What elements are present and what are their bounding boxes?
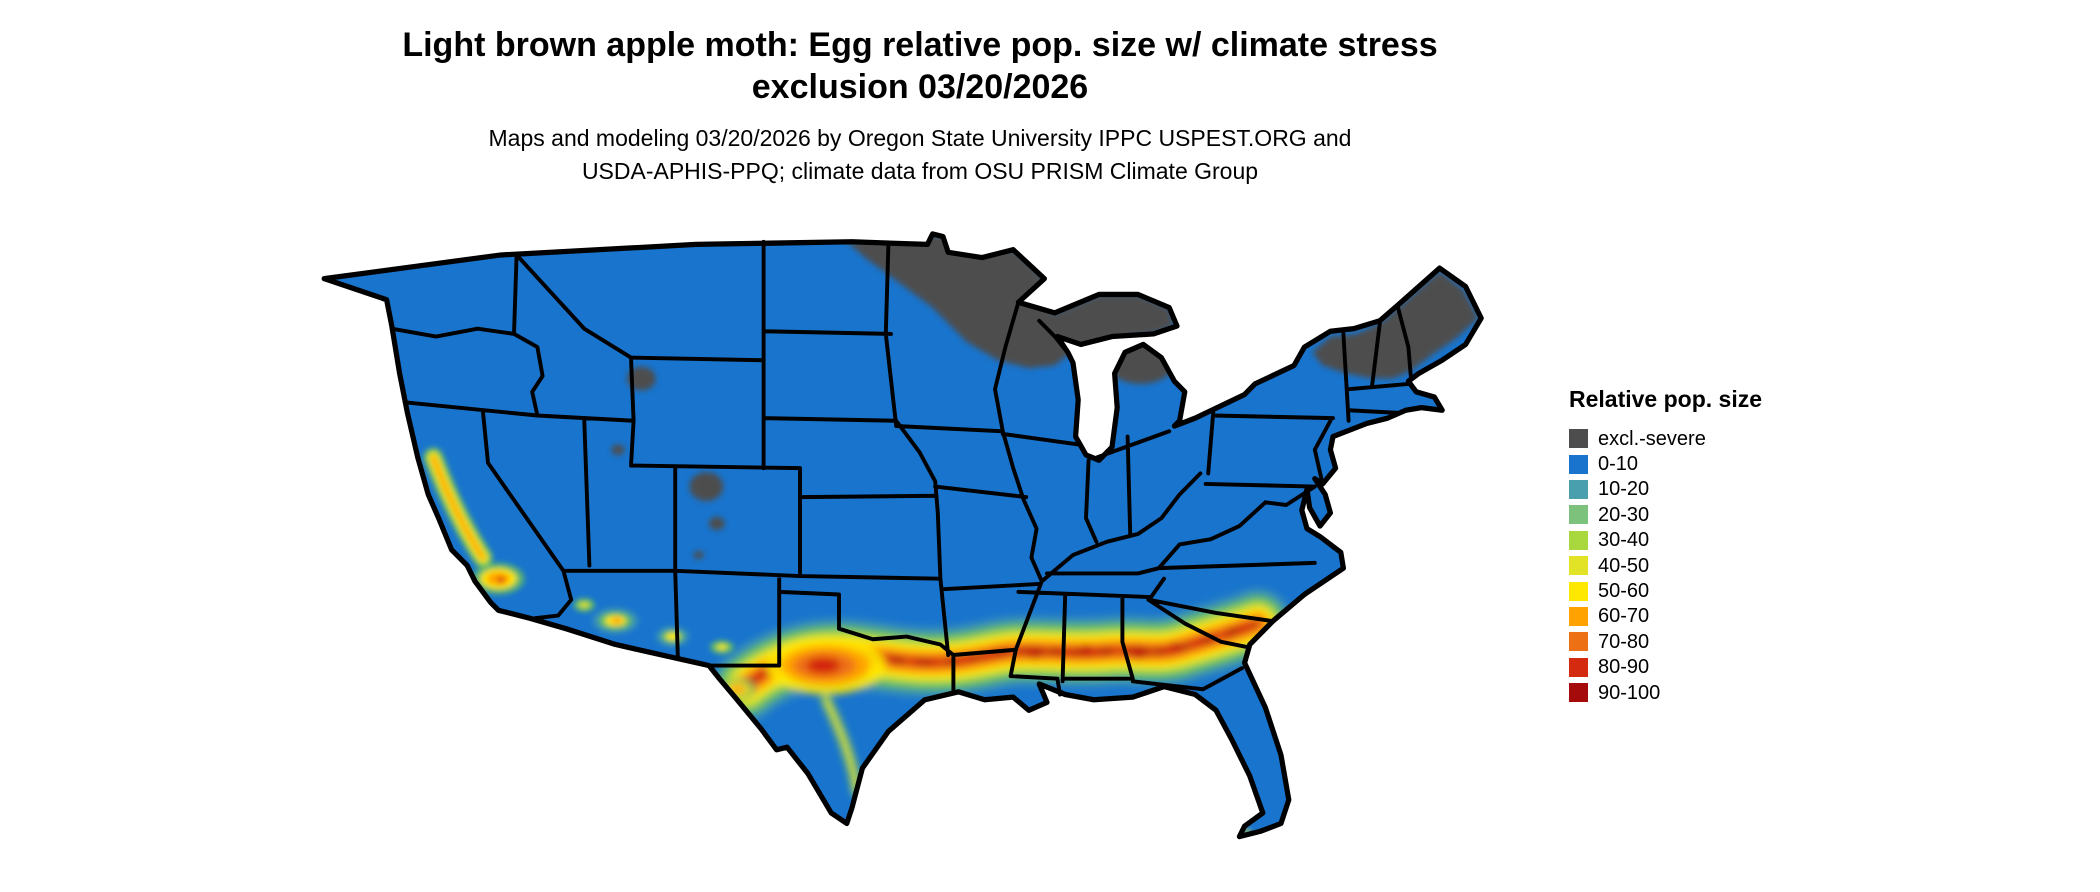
map-state-borders — [389, 239, 1413, 697]
map-national-outline — [321, 231, 1484, 840]
legend-item: 70-80 — [1569, 629, 1762, 654]
legend: Relative pop. size excl.-severe 0-10 10-… — [1569, 386, 1762, 705]
map-land-base — [324, 233, 1482, 837]
figure-title: Light brown apple moth: Egg relative pop… — [0, 24, 1840, 108]
legend-item: 60-70 — [1569, 604, 1762, 629]
legend-item-label: 90-100 — [1598, 681, 1661, 704]
legend-swatch — [1569, 454, 1588, 474]
legend-swatch — [1569, 429, 1588, 449]
subtitle-line-1: Maps and modeling 03/20/2026 by Oregon S… — [488, 125, 1352, 151]
legend-swatch — [1569, 581, 1588, 601]
legend-item: excl.-severe — [1569, 426, 1762, 451]
legend-item-label: 50-60 — [1598, 580, 1650, 603]
title-line-1: Light brown apple moth: Egg relative pop… — [402, 26, 1438, 64]
map-arizona-overlay — [573, 598, 734, 654]
figure-subtitle: Maps and modeling 03/20/2026 by Oregon S… — [0, 122, 1840, 188]
legend-item-label: 40-50 — [1598, 554, 1650, 577]
legend-item-label: 70-80 — [1598, 630, 1650, 653]
legend-swatch — [1569, 632, 1588, 652]
legend-item: 50-60 — [1569, 578, 1762, 603]
legend-item-label: 80-90 — [1598, 656, 1650, 679]
legend-item: 40-50 — [1569, 553, 1762, 578]
legend-swatch — [1569, 606, 1588, 626]
subtitle-line-2: USDA-APHIS-PPQ; climate data from OSU PR… — [581, 158, 1259, 184]
legend-item: 90-100 — [1569, 680, 1762, 705]
legend-swatch — [1569, 479, 1588, 499]
legend-item: 80-90 — [1569, 655, 1762, 680]
legend-swatch — [1569, 657, 1588, 677]
legend-swatch — [1569, 530, 1588, 550]
legend-item-label: 0-10 — [1598, 453, 1639, 476]
legend-item: 20-30 — [1569, 502, 1762, 527]
map-excluded-region-overlay — [611, 233, 1479, 559]
map-population-band-overlay — [710, 587, 1293, 798]
legend-item-label: 20-30 — [1598, 503, 1650, 526]
title-line-2: exclusion 03/20/2026 — [751, 68, 1089, 106]
legend-title: Relative pop. size — [1569, 386, 1763, 412]
legend-item: 10-20 — [1569, 477, 1762, 502]
legend-item-label: excl.-severe — [1598, 427, 1706, 450]
us-map-svg — [321, 231, 1484, 840]
legend-item-label: 30-40 — [1598, 529, 1650, 552]
legend-swatch — [1569, 505, 1588, 525]
legend-item-label: 60-70 — [1598, 605, 1650, 628]
us-map — [306, 226, 1528, 884]
legend-swatch — [1569, 556, 1588, 576]
legend-swatch — [1569, 683, 1588, 703]
legend-item: 30-40 — [1569, 528, 1762, 553]
legend-item-label: 10-20 — [1598, 478, 1650, 501]
legend-item: 0-10 — [1569, 451, 1762, 476]
